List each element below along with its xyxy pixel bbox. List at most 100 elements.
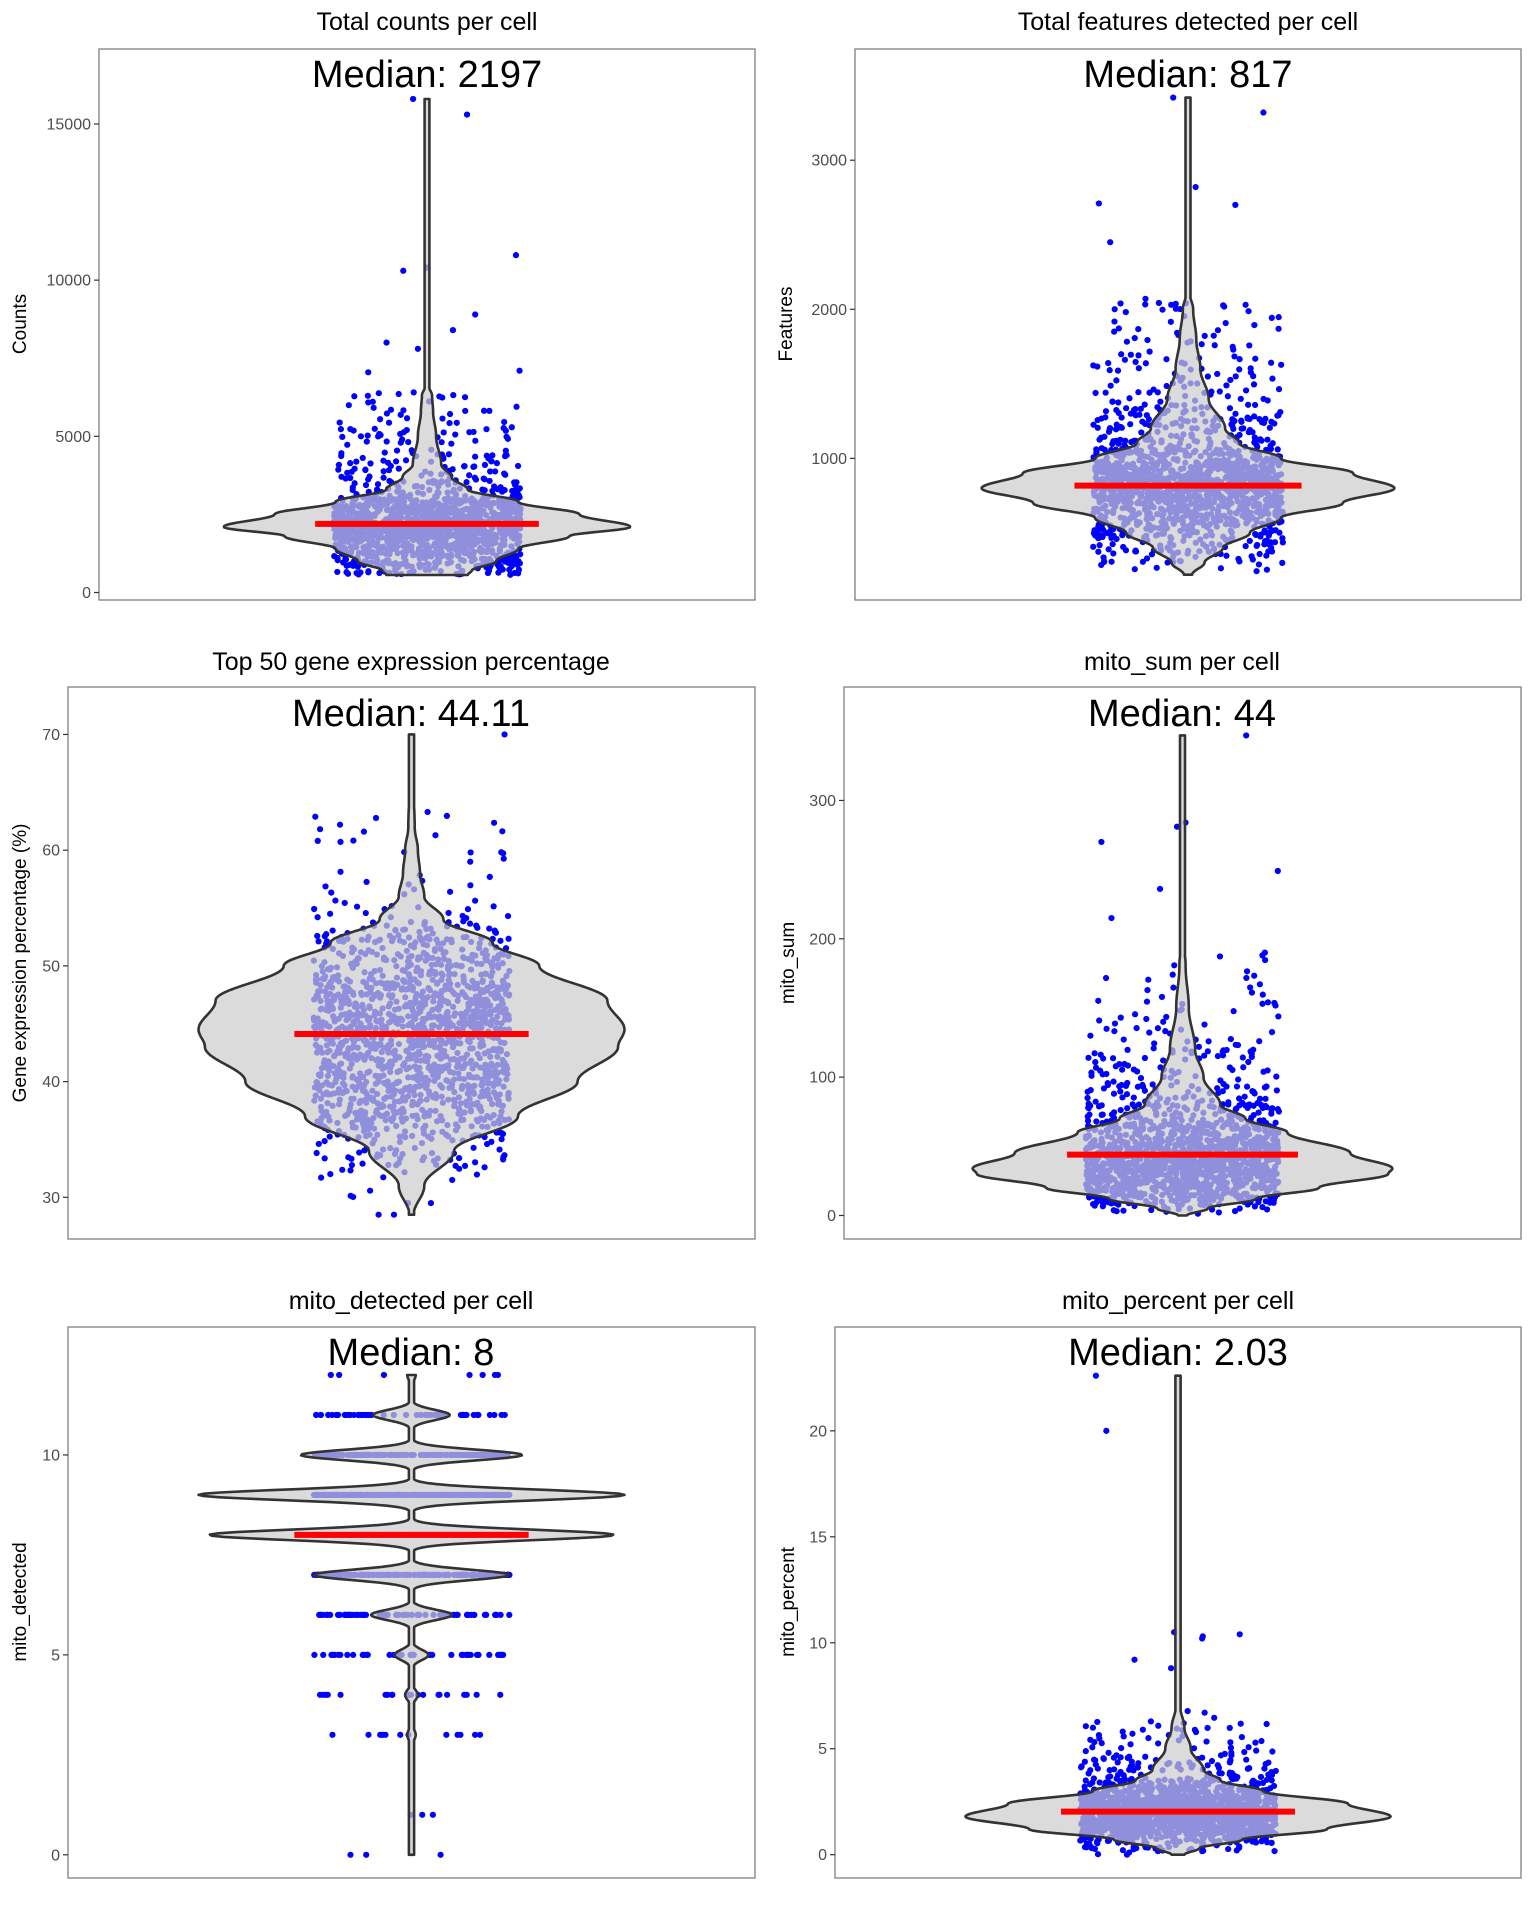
y-tick-label: 30 (42, 1190, 60, 1207)
data-point (472, 476, 480, 483)
data-point (369, 398, 376, 405)
data-point (466, 472, 473, 479)
data-point (1087, 1087, 1094, 1094)
y-axis-label: Features (776, 287, 797, 362)
data-point (516, 367, 523, 374)
data-point (1222, 319, 1229, 327)
data-point (1254, 541, 1261, 549)
data-point (377, 416, 384, 423)
data-point (371, 425, 378, 432)
data-point (467, 858, 474, 865)
data-point (1257, 533, 1264, 540)
data-point (1113, 377, 1120, 384)
data-point (491, 927, 498, 934)
data-point (1102, 408, 1110, 415)
data-point (445, 909, 452, 917)
data-point (1135, 326, 1142, 333)
data-point (414, 345, 422, 352)
median-label: Median: 817 (1083, 54, 1292, 96)
data-point (1230, 346, 1237, 353)
data-point (1275, 325, 1282, 332)
data-point (1246, 537, 1253, 545)
data-point (498, 1136, 505, 1143)
data-point (512, 553, 519, 560)
data-point (427, 1200, 435, 1207)
data-point (1275, 386, 1283, 393)
data-point (480, 407, 488, 414)
data-point (481, 1164, 488, 1171)
data-point (1278, 361, 1285, 368)
data-point (504, 912, 512, 920)
plot-title: Total counts per cell (317, 8, 538, 36)
data-point (506, 566, 513, 573)
data-point (452, 431, 459, 438)
data-point (439, 394, 446, 401)
data-point (501, 1152, 508, 1159)
data-point (1096, 534, 1103, 541)
data-point (509, 560, 516, 568)
data-point (512, 252, 520, 259)
data-point (1268, 418, 1275, 425)
data-point (1223, 552, 1230, 559)
data-point (461, 463, 468, 470)
data-point (461, 1162, 469, 1170)
data-point (327, 1170, 334, 1178)
data-point (1110, 550, 1117, 557)
data-point (321, 1155, 328, 1162)
plot-title: mito_sum per cell (1084, 648, 1280, 676)
y-tick-label: 1000 (811, 451, 847, 468)
y-tick-label: 200 (809, 931, 836, 948)
data-point (348, 1155, 355, 1162)
data-point (1268, 314, 1275, 321)
data-point (383, 438, 390, 445)
data-point (410, 389, 417, 396)
data-point (453, 419, 460, 426)
data-point (487, 468, 494, 475)
data-point (1255, 561, 1263, 568)
data-point (375, 1211, 382, 1218)
data-point (383, 410, 391, 417)
data-point (1256, 416, 1263, 423)
data-point (1094, 363, 1101, 370)
data-point (1105, 546, 1112, 553)
data-point (472, 897, 479, 904)
data-point (473, 1171, 481, 1178)
data-point (448, 440, 455, 447)
data-point (497, 937, 504, 944)
data-point (1107, 239, 1114, 246)
data-point (364, 392, 371, 399)
data-point (1246, 342, 1253, 349)
data-point (350, 837, 357, 844)
data-point (1243, 387, 1250, 394)
data-point (1101, 433, 1108, 440)
data-point (1124, 1105, 1131, 1112)
data-point (1201, 332, 1208, 339)
data-point (1154, 1025, 1162, 1032)
data-point (1263, 566, 1271, 573)
data-point (1237, 395, 1244, 403)
data-point (508, 424, 515, 431)
data-point (409, 95, 417, 103)
data-point (327, 910, 334, 917)
data-point (312, 813, 319, 820)
data-point (403, 415, 411, 422)
data-point (385, 459, 392, 466)
data-point (1249, 556, 1256, 563)
data-point (318, 1174, 325, 1181)
data-point (380, 468, 387, 475)
data-point (395, 390, 402, 398)
data-point (493, 460, 500, 467)
data-point (362, 909, 369, 917)
data-point (1132, 358, 1139, 366)
data-point (1226, 405, 1234, 412)
data-point (315, 1140, 322, 1148)
y-tick-label: 10000 (47, 273, 92, 290)
y-tick-label: 2000 (811, 302, 847, 319)
data-point (340, 559, 347, 566)
data-point (1242, 301, 1249, 308)
data-point (363, 438, 370, 445)
data-point (474, 924, 481, 931)
data-point (336, 419, 343, 426)
